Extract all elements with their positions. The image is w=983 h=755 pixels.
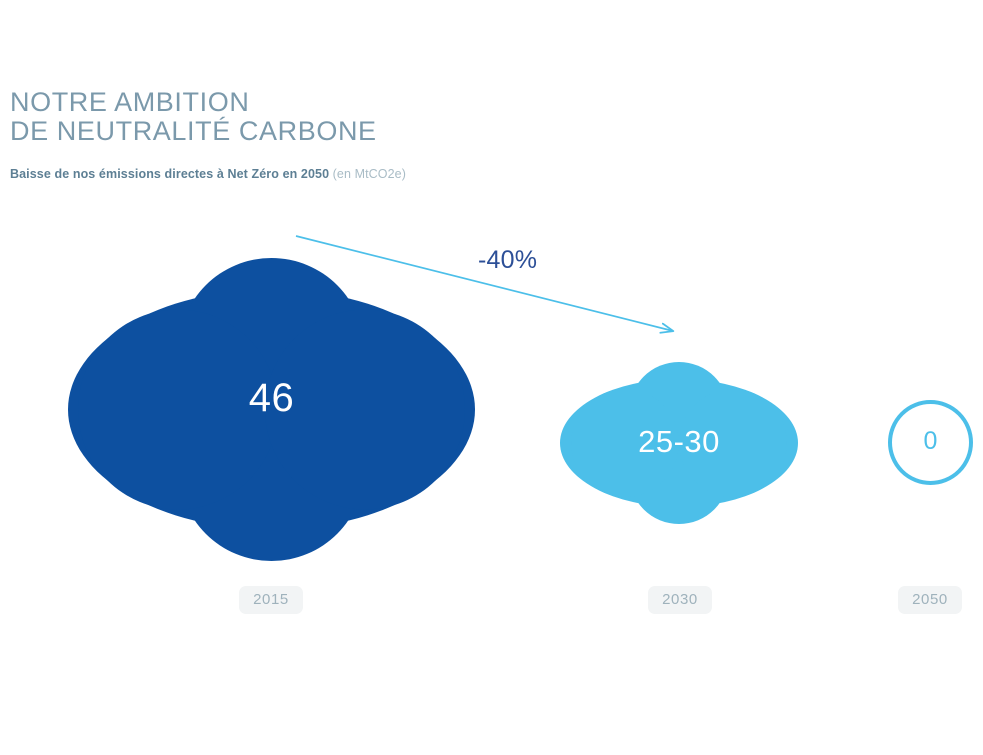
subtitle-unit-text: (en MtCO2e) <box>332 167 406 181</box>
year-label-2050: 2050 <box>898 586 962 614</box>
page-title: NOTRE AMBITION DE NEUTRALITÉ CARBONE <box>10 88 710 146</box>
page-title-line-1: NOTRE AMBITION <box>10 87 250 117</box>
datapoint-2050-ring: 0 <box>888 400 973 485</box>
cloud-shape-2015-svg <box>68 258 475 561</box>
page-title-line-2: DE NEUTRALITÉ CARBONE <box>10 116 377 146</box>
reduction-percentage-label: -40% <box>478 246 538 274</box>
ring-shape-2050 <box>888 400 973 485</box>
header-block: NOTRE AMBITION DE NEUTRALITÉ CARBONE <box>10 88 710 146</box>
cloud-shape-2030-svg <box>560 362 798 524</box>
datapoint-2015-cloud: 46 <box>68 258 475 561</box>
datapoint-2030-cloud: 25-30 <box>560 362 798 524</box>
year-label-2030: 2030 <box>648 586 712 614</box>
subtitle-main-text: Baisse de nos émissions directes à Net Z… <box>10 167 330 181</box>
page-subtitle: Baisse de nos émissions directes à Net Z… <box>10 166 406 182</box>
year-label-2015: 2015 <box>239 586 303 614</box>
